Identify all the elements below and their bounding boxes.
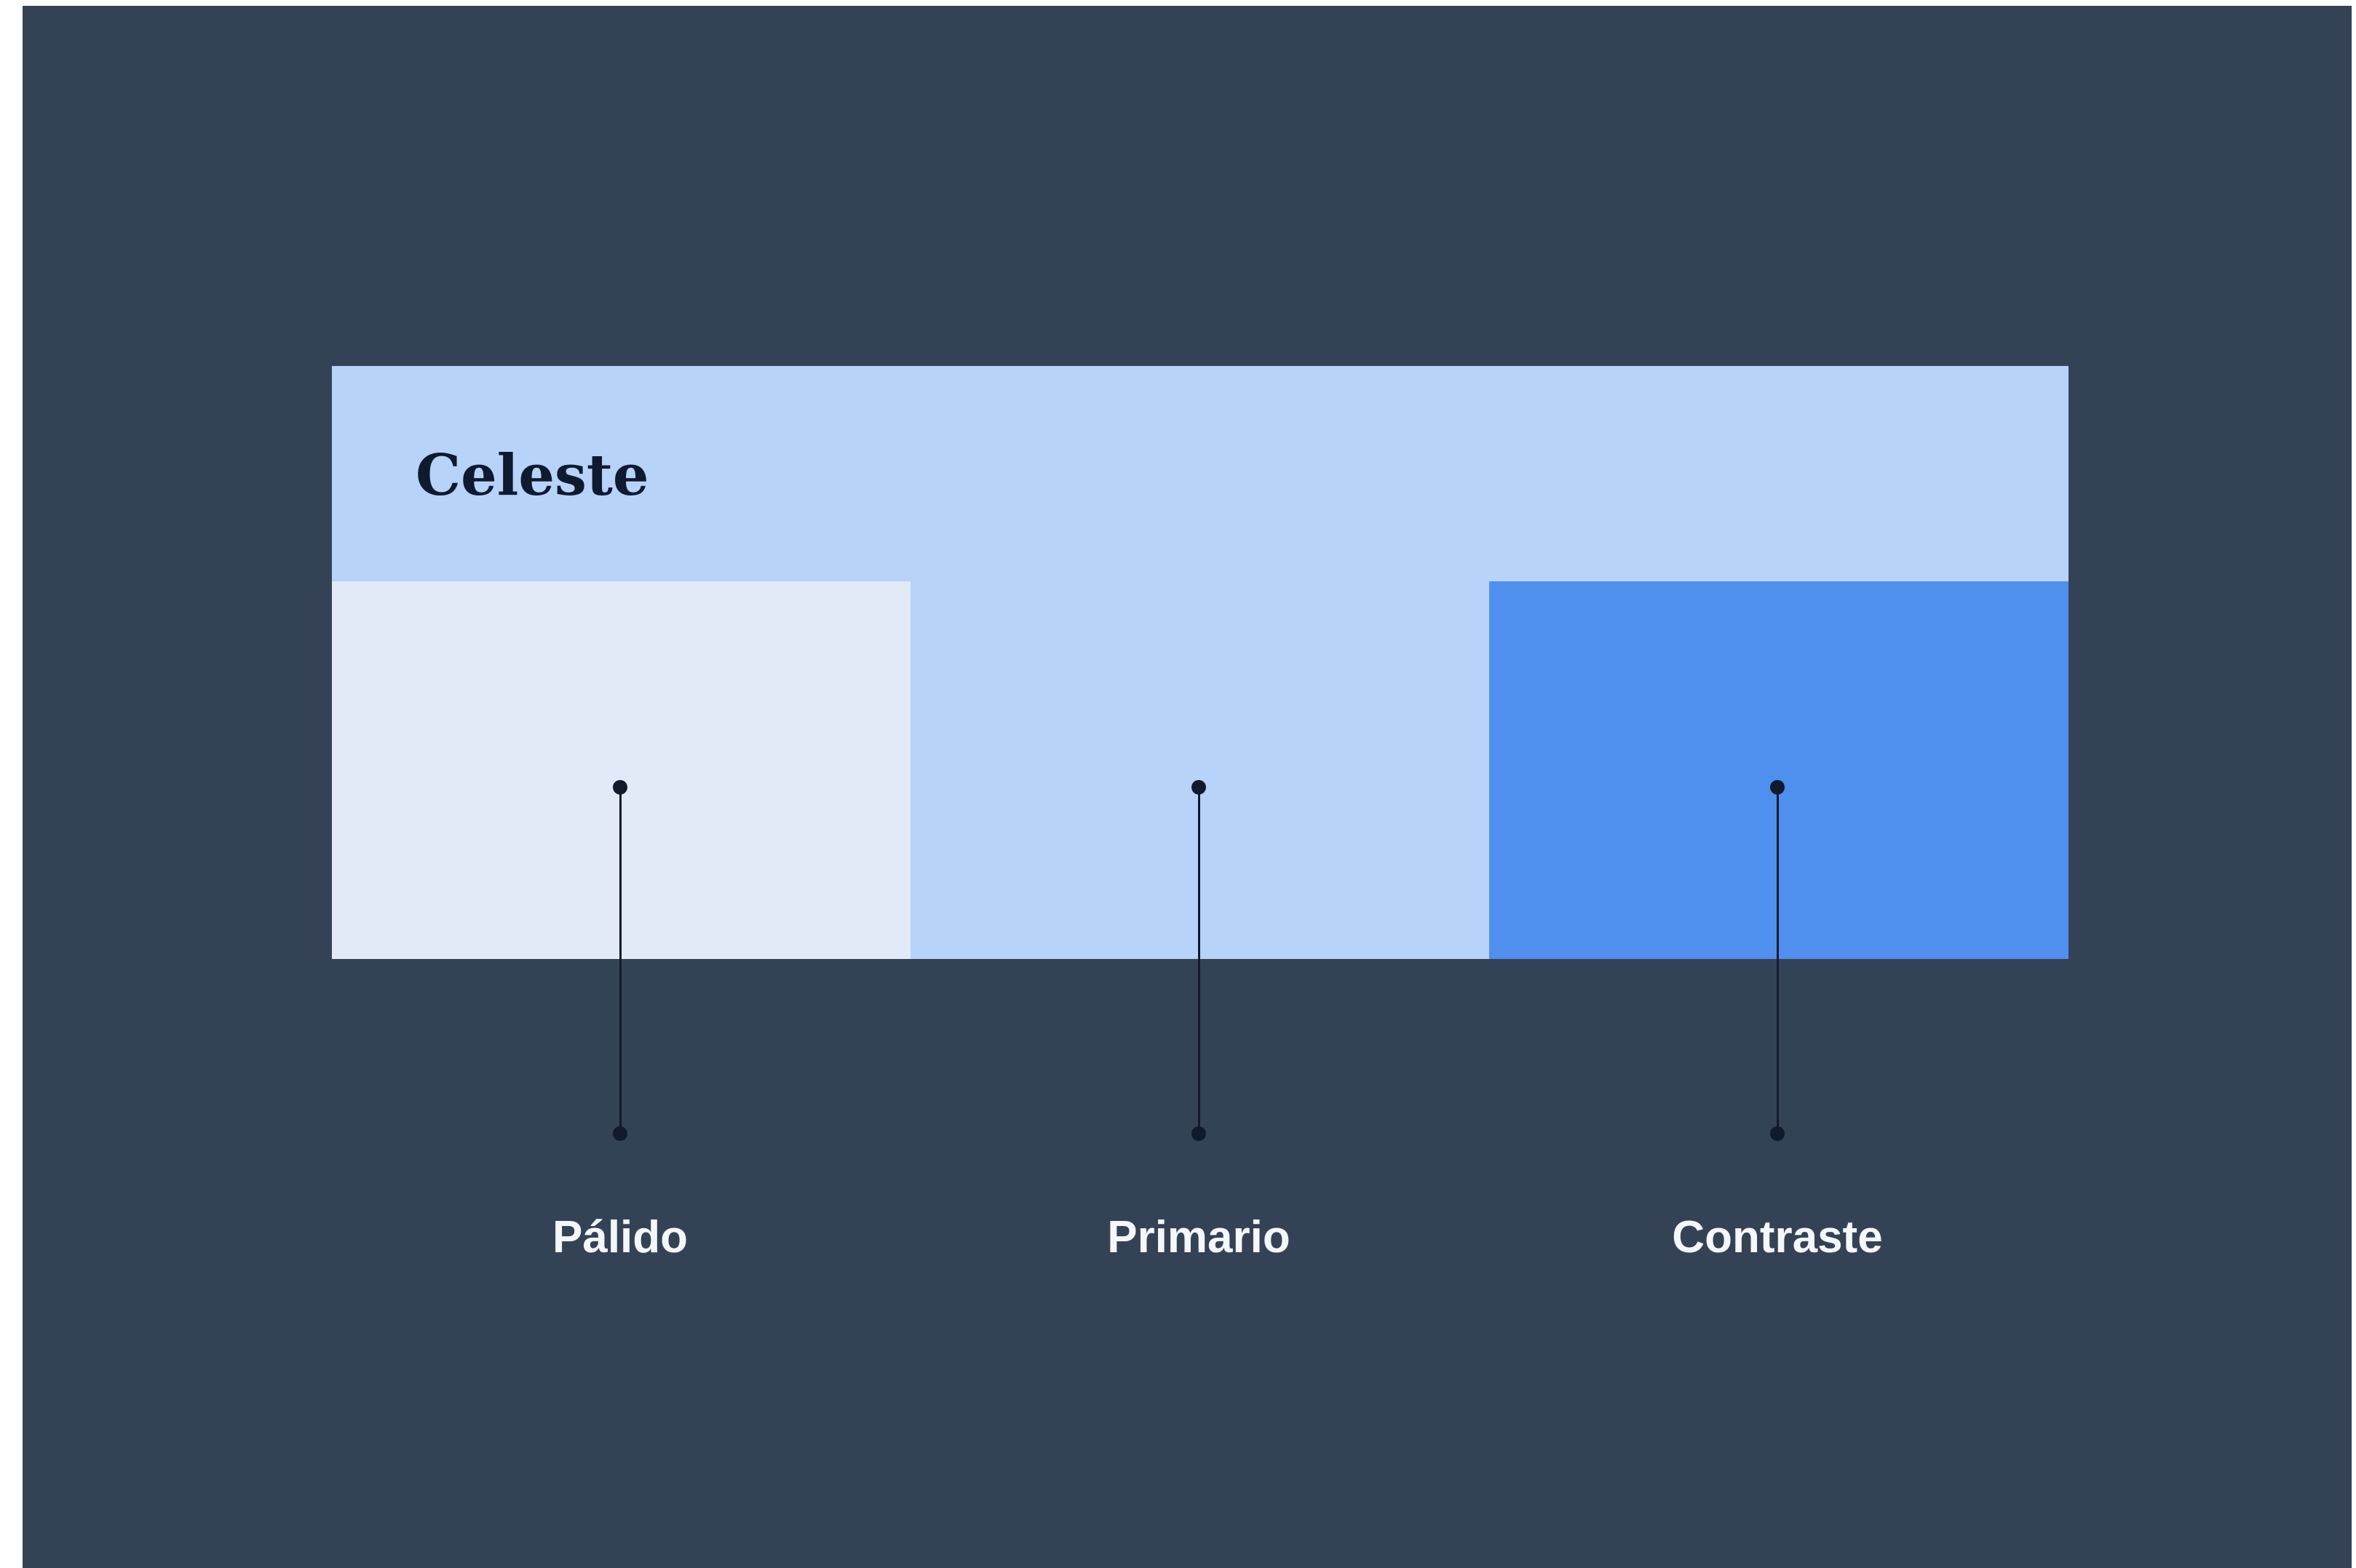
leader-end-dot bbox=[1770, 1126, 1785, 1141]
swatch-palido bbox=[332, 581, 911, 959]
diagram-frame: Celeste Pálido Primario Contraste bbox=[23, 6, 2352, 1568]
label-palido: Pálido bbox=[552, 1212, 689, 1262]
label-primario: Primario bbox=[1107, 1212, 1290, 1262]
palette-title: Celeste bbox=[416, 442, 649, 509]
leader-line bbox=[1198, 787, 1200, 1134]
leader-line bbox=[1777, 787, 1779, 1134]
label-contraste: Contraste bbox=[1672, 1212, 1883, 1262]
leader-line bbox=[619, 787, 622, 1134]
swatch-primario bbox=[911, 581, 1490, 959]
leader-end-dot bbox=[1191, 1126, 1206, 1141]
palette-card: Celeste bbox=[332, 366, 2069, 959]
swatch-contraste bbox=[1489, 581, 2069, 959]
leader-end-dot bbox=[613, 1126, 627, 1141]
